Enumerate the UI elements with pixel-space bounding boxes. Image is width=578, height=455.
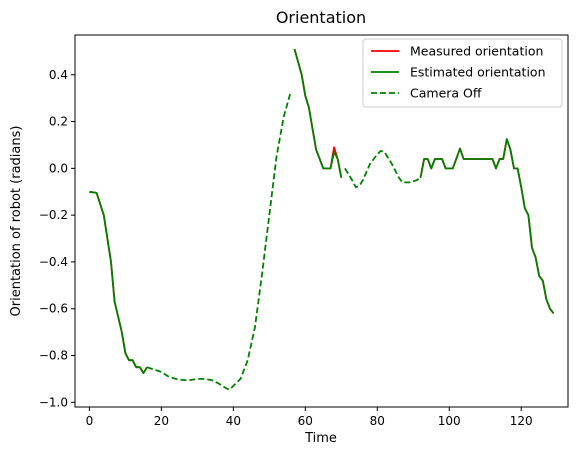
x-tick-label: 0 — [86, 414, 94, 428]
x-tick-label: 40 — [226, 414, 241, 428]
legend-label-camera-off: Camera Off — [410, 86, 482, 101]
x-tick-label: 20 — [154, 414, 169, 428]
y-tick-label: −0.6 — [39, 302, 68, 316]
y-axis-label: Orientation of robot (radians) — [9, 126, 24, 317]
x-tick-label: 120 — [510, 414, 533, 428]
x-tick-label: 80 — [370, 414, 385, 428]
camera-off-line — [344, 149, 421, 189]
y-tick-label: −0.8 — [39, 349, 68, 363]
y-tick-label: −0.4 — [39, 255, 68, 269]
legend-frame — [362, 38, 563, 108]
chart-title: Orientation — [276, 8, 366, 27]
x-tick-label: 100 — [438, 414, 461, 428]
estimated-orientation-line — [293, 48, 343, 178]
x-axis-label: Time — [304, 431, 337, 446]
series-layer — [89, 48, 555, 391]
y-tick-label: −0.2 — [39, 208, 68, 222]
y-tick-label: 0.2 — [49, 115, 68, 129]
legend-label-measured-orientation: Measured orientation — [410, 44, 543, 59]
y-tick-label: −1.0 — [39, 395, 68, 409]
estimated-orientation-line — [89, 190, 148, 375]
legend-label-estimated-orientation: Estimated orientation — [410, 65, 546, 80]
legend: Measured orientation Estimated orientatio… — [362, 38, 563, 108]
x-tick-label: 60 — [298, 414, 313, 428]
y-tick-label: 0.4 — [49, 68, 68, 82]
plot-frame — [74, 34, 569, 408]
axes-layer: 0 20 40 60 80 100 120 −1.0 −0.8 −0.6 −0.4 −0.2 0.0 0.… — [39, 34, 569, 428]
estimated-orientation-line — [419, 138, 555, 314]
camera-off-line — [146, 90, 292, 391]
y-tick-label: 0.0 — [49, 161, 68, 175]
